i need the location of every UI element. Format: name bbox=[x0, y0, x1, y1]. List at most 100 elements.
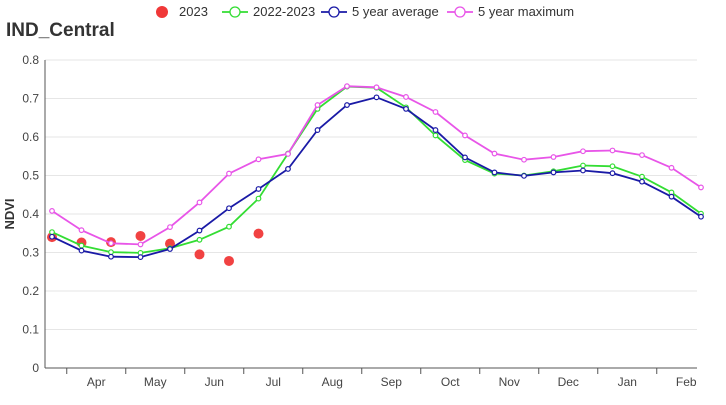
data-point bbox=[167, 224, 173, 230]
data-point bbox=[521, 156, 527, 163]
data-point bbox=[253, 228, 264, 239]
data-point bbox=[609, 163, 616, 170]
y-axis-title: NDVI bbox=[2, 198, 17, 229]
data-point bbox=[167, 246, 173, 252]
data-point bbox=[226, 223, 232, 230]
legend-marker bbox=[229, 6, 241, 18]
data-point bbox=[137, 241, 144, 248]
y-tick-label: 0.8 bbox=[22, 53, 39, 67]
data-point bbox=[285, 151, 291, 157]
legend-item[interactable]: 5 year average bbox=[321, 4, 439, 19]
series-2022-2023 bbox=[49, 83, 704, 256]
legend-label: 5 year average bbox=[352, 4, 439, 19]
legend-item[interactable]: 2022-2023 bbox=[222, 4, 315, 19]
data-point bbox=[314, 127, 321, 133]
data-point bbox=[639, 178, 645, 185]
legend-label: 2022-2023 bbox=[253, 4, 315, 19]
data-point bbox=[255, 156, 262, 163]
data-point bbox=[550, 154, 557, 160]
y-tick-label: 0.2 bbox=[22, 284, 39, 298]
data-point bbox=[344, 83, 350, 90]
data-point bbox=[403, 105, 409, 112]
x-tick-label: Oct bbox=[441, 375, 460, 389]
data-point bbox=[491, 169, 498, 176]
x-tick-label: Jun bbox=[205, 375, 224, 389]
y-tick-label: 0.1 bbox=[22, 323, 39, 337]
legend[interactable]: 2023 2022-2023 5 year average 5 year maximu… bbox=[156, 4, 574, 19]
y-tick-label: 0.7 bbox=[22, 92, 39, 106]
x-tick-label: Feb bbox=[676, 375, 697, 389]
data-point bbox=[698, 213, 704, 220]
data-point bbox=[194, 249, 205, 260]
x-tick-label: Jan bbox=[618, 375, 637, 389]
data-point bbox=[196, 227, 203, 234]
legend-marker bbox=[156, 6, 168, 18]
data-point bbox=[255, 186, 262, 192]
y-tick-label: 0.3 bbox=[22, 246, 39, 260]
legend-item[interactable]: 2023 bbox=[156, 4, 208, 19]
axis-layer: 0 0.1 0.2 0.3 0.4 0.5 0.6 0.7 0.8 NDVI Apr May Jun Ju… bbox=[2, 53, 697, 389]
data-point bbox=[609, 170, 616, 177]
y-tick-label: 0 bbox=[32, 361, 39, 375]
x-tick-label: Aug bbox=[322, 375, 343, 389]
data-point bbox=[521, 172, 527, 179]
data-point bbox=[255, 195, 262, 202]
x-tick-label: Nov bbox=[499, 375, 520, 389]
data-point bbox=[698, 184, 704, 191]
series-5-year-maximum bbox=[49, 83, 704, 248]
data-point bbox=[580, 167, 586, 174]
data-point bbox=[137, 254, 144, 261]
data-point bbox=[550, 169, 557, 176]
data-point bbox=[78, 247, 85, 254]
series-line bbox=[51, 85, 702, 254]
data-point bbox=[285, 166, 291, 172]
data-point bbox=[344, 102, 350, 108]
x-tick-label: Dec bbox=[558, 375, 579, 389]
data-point bbox=[462, 154, 468, 161]
legend-label: 2023 bbox=[179, 4, 208, 19]
legend-marker bbox=[328, 6, 340, 18]
data-point bbox=[108, 240, 114, 247]
series-5-year-average bbox=[49, 94, 704, 261]
data-point bbox=[226, 170, 232, 177]
data-point bbox=[432, 132, 439, 139]
data-point bbox=[226, 205, 232, 212]
x-tick-label: Jul bbox=[266, 375, 281, 389]
y-tick-label: 0.4 bbox=[22, 207, 39, 221]
data-point bbox=[373, 84, 380, 91]
legend-marker bbox=[454, 6, 466, 18]
legend-label: 5 year maximum bbox=[478, 4, 574, 19]
data-point bbox=[135, 230, 146, 241]
data-point bbox=[165, 238, 175, 249]
data-point bbox=[432, 109, 439, 115]
data-point bbox=[108, 249, 114, 256]
x-tick-label: Apr bbox=[87, 375, 106, 389]
data-point bbox=[668, 193, 675, 200]
data-point bbox=[580, 148, 586, 155]
data-point bbox=[196, 236, 203, 243]
data-point bbox=[49, 208, 55, 214]
grid-layer bbox=[45, 59, 697, 330]
data-point bbox=[639, 173, 645, 180]
data-point bbox=[432, 127, 439, 133]
chart-title: IND_Central bbox=[6, 20, 115, 41]
data-point bbox=[224, 255, 234, 266]
data-point bbox=[78, 227, 85, 234]
data-point bbox=[609, 147, 616, 154]
data-point bbox=[580, 162, 586, 169]
data-point bbox=[196, 199, 203, 206]
series-layer bbox=[47, 83, 704, 266]
data-point bbox=[462, 132, 468, 139]
y-tick-label: 0.5 bbox=[22, 169, 39, 183]
x-tick-label: May bbox=[144, 375, 167, 389]
data-point bbox=[373, 94, 380, 101]
legend-item[interactable]: 5 year maximum bbox=[447, 4, 574, 19]
series-line bbox=[51, 96, 702, 259]
x-tick-label: Sep bbox=[381, 375, 403, 389]
data-point bbox=[49, 229, 55, 235]
data-point bbox=[314, 102, 321, 108]
data-point bbox=[108, 253, 114, 260]
data-point bbox=[78, 242, 85, 249]
